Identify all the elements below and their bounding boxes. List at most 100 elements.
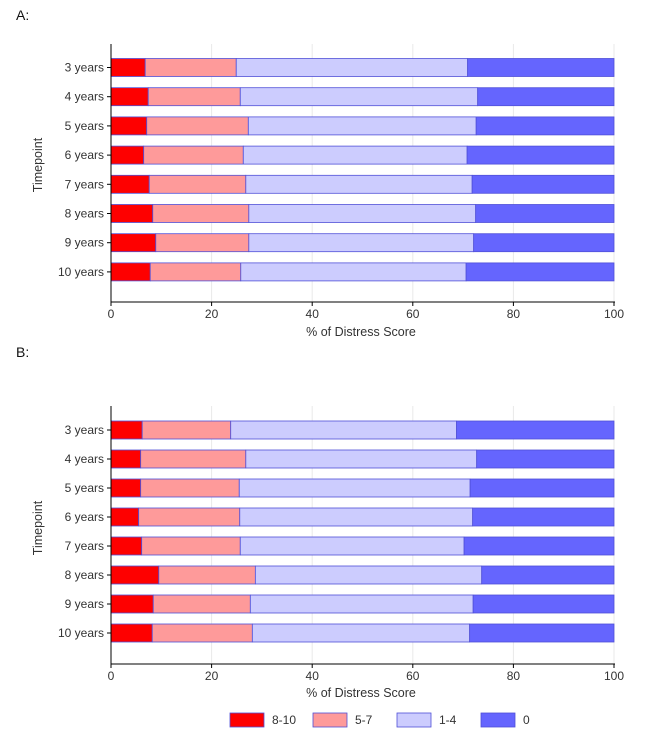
panel-b-bar-9-years-5-7	[152, 594, 251, 614]
panel-a-x-tick-label: 100	[604, 307, 624, 321]
panel-a-bar-4-years-5-7	[147, 87, 241, 107]
panel-b-bar-10-years-8-10	[110, 623, 153, 643]
panel-a-chart: 3 years 4 years 5 years 6 years 7 years 8 yea…	[58, 44, 624, 321]
panel-b-bar-6-years-5-7	[138, 507, 241, 527]
panel-b-bar-9-years-8-10	[110, 594, 154, 614]
panel-a-bar-10-years-8-10	[110, 262, 151, 282]
legend-swatch-5-7	[312, 712, 348, 728]
panel-b-x-tick-label: 60	[406, 669, 420, 683]
panel-a-bar-9-years-5-7	[155, 233, 250, 253]
panel-a-bar-10-years-0	[465, 262, 615, 282]
panel-a-bar-9-years-0	[473, 233, 615, 253]
panel-a-y-tick-label: 9 years	[65, 236, 104, 250]
panel-a-bar-10-years-5-7	[149, 262, 242, 282]
panel-b-bar-5-years-5-7	[140, 478, 240, 498]
panel-b-bar-10-years-1-4	[251, 623, 471, 643]
panel-b-bar-10-years-5-7	[151, 623, 253, 643]
panel-a-bar-7-years-5-7	[148, 174, 247, 194]
legend-swatch-0	[480, 712, 516, 728]
legend-label-0: 0	[523, 713, 530, 727]
panel-b-bar-8-years-0	[481, 565, 615, 585]
panel-b-bar-7-years-8-10	[110, 536, 143, 556]
panel-a-y-tick-label: 5 years	[65, 119, 104, 133]
panel-a-bar-9-years-1-4	[248, 233, 475, 253]
legend-swatch-1-4	[396, 712, 432, 728]
panel-b-bar-7-years-0	[463, 536, 615, 556]
panel-a-bar-4-years-1-4	[239, 87, 479, 107]
panel-b-y-tick-label: 4 years	[65, 452, 104, 466]
panel-b-bar-5-years-8-10	[110, 478, 142, 498]
panel-a-bar-6-years-5-7	[143, 145, 244, 165]
panel-b-y-axis-title: Timepoint	[31, 500, 45, 555]
panel-b-y-tick-label: 5 years	[65, 481, 104, 495]
panel-a-bar-8-years-8-10	[110, 204, 154, 223]
panel-b-y-tick-label: 6 years	[65, 510, 104, 524]
panel-b-y-tick-label: 7 years	[65, 539, 104, 553]
panel-a-x-tick-label: 60	[406, 307, 420, 321]
panel-b-bar-3-years-0	[456, 420, 615, 440]
panel-b-y-tick-label: 3 years	[65, 423, 104, 437]
panel-a-bar-3-years-8-10	[110, 58, 146, 77]
panel-b-bar-8-years-8-10	[110, 565, 160, 585]
panel-a-y-tick-label: 6 years	[65, 148, 104, 162]
panel-a-bar-5-years-8-10	[110, 116, 148, 136]
panel-a-x-tick-label: 80	[507, 307, 521, 321]
legend-swatch-8-10	[229, 712, 265, 728]
panel-a-bar-5-years-5-7	[146, 116, 249, 136]
legend-label-5-7: 5-7	[355, 713, 373, 727]
legend-label-1-4: 1-4	[439, 713, 457, 727]
panel-a-bar-3-years-0	[467, 58, 615, 77]
panel-a-y-tick-label: 7 years	[65, 177, 104, 191]
panel-b-bar-4-years-1-4	[245, 449, 478, 469]
panel-a-y-tick-label: 8 years	[65, 207, 104, 221]
panel-a-bar-9-years-8-10	[110, 233, 157, 253]
panel-b-x-tick-label: 100	[604, 669, 624, 683]
panel-a-bar-3-years-5-7	[144, 58, 237, 77]
panel-a-y-tick-label: 3 years	[65, 61, 104, 75]
panel-a-bar-8-years-5-7	[152, 204, 250, 223]
panel-a-bar-10-years-1-4	[240, 262, 467, 282]
panel-a-bar-7-years-8-10	[110, 174, 150, 194]
panel-a-bar-6-years-8-10	[110, 145, 145, 165]
panel-a-bar-8-years-1-4	[248, 204, 477, 223]
panel-a-bar-6-years-1-4	[242, 145, 468, 165]
panel-b-label: B:	[16, 344, 29, 360]
legend-label-8-10: 8-10	[272, 713, 296, 727]
panel-b-x-tick-label: 0	[108, 669, 115, 683]
panel-b-bar-3-years-5-7	[141, 420, 232, 440]
panel-a-x-tick-label: 40	[306, 307, 320, 321]
panel-b-bar-7-years-5-7	[141, 536, 241, 556]
panel-b-bar-5-years-0	[469, 478, 615, 498]
panel-a-y-tick-label: 10 years	[58, 265, 104, 279]
panel-b-y-tick-label: 9 years	[65, 597, 104, 611]
panel-b-bar-6-years-0	[472, 507, 615, 527]
panel-b-bar-4-years-5-7	[140, 449, 247, 469]
panel-b-bar-6-years-8-10	[110, 507, 140, 527]
panel-b-bar-3-years-1-4	[230, 420, 457, 440]
panel-a-bar-3-years-1-4	[235, 58, 469, 77]
panel-a-x-tick-label: 0	[108, 307, 115, 321]
panel-b-bar-8-years-5-7	[158, 565, 256, 585]
panel-b-bar-4-years-8-10	[110, 449, 142, 469]
panel-b-bar-5-years-1-4	[238, 478, 471, 498]
panel-b-x-tick-label: 20	[205, 669, 219, 683]
panel-a-bar-5-years-0	[475, 116, 615, 136]
panel-a-bar-5-years-1-4	[247, 116, 477, 136]
panel-a-bar-4-years-8-10	[110, 87, 149, 107]
panel-a-y-tick-label: 4 years	[65, 90, 104, 104]
panel-b-bar-7-years-1-4	[239, 536, 465, 556]
panel-a-y-axis-title: Timepoint	[31, 137, 45, 192]
legend: 8-10 5-7 1-4 0	[229, 712, 530, 728]
panel-b-x-tick-label: 80	[507, 669, 521, 683]
panel-b-bar-9-years-1-4	[249, 594, 474, 614]
panel-b-y-tick-label: 10 years	[58, 626, 104, 640]
panel-a-bar-4-years-0	[477, 87, 615, 107]
panel-a-bar-7-years-0	[471, 174, 615, 194]
panel-b-bar-8-years-1-4	[254, 565, 483, 585]
panel-b-bar-6-years-1-4	[239, 507, 474, 527]
panel-b-chart: 3 years 4 years 5 years 6 years 7 years 8 yea…	[58, 406, 624, 683]
panel-b-bar-4-years-0	[476, 449, 615, 469]
panel-a-x-axis-title: % of Distress Score	[306, 325, 416, 339]
panel-b-x-axis-title: % of Distress Score	[306, 686, 416, 700]
